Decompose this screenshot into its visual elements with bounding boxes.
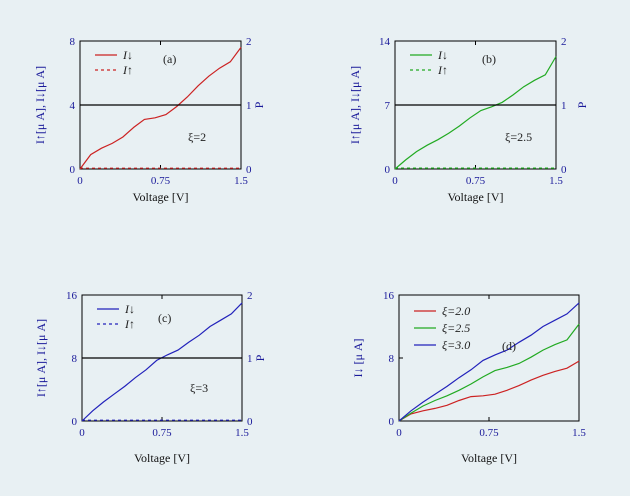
panel-label: (c): [158, 311, 171, 325]
x-axis-label: Voltage [V]: [132, 190, 188, 204]
x-tick-label: 0.75: [479, 427, 499, 439]
series-line-3: [398, 302, 580, 422]
y2-tick-label: 1: [247, 353, 253, 365]
chart-panel-4: 0 0.75 1.5 0 8 16 Voltage [V] I↓ [μ A] ξ=2.0 ξ=2.…: [351, 290, 586, 465]
panel-label: (d): [502, 339, 516, 353]
x-tick-label: 1.5: [549, 175, 563, 187]
x-tick-label: 1.5: [235, 427, 249, 439]
y-axis-label: I↑[μ A], I↓[μ A]: [34, 319, 48, 397]
legend-label: ξ=2.5: [442, 321, 470, 335]
x-tick-label: 0: [79, 427, 85, 439]
y-tick-label: 0: [70, 164, 76, 176]
legend-label: I↑: [122, 63, 133, 77]
legend-label: I↑: [437, 63, 448, 77]
y2-tick-label: 0: [561, 164, 567, 176]
panel-label: (b): [482, 52, 496, 66]
y-tick-label: 8: [72, 353, 78, 365]
x-axis-label: Voltage [V]: [447, 190, 503, 204]
y-tick-label: 8: [70, 36, 76, 48]
x-tick-label: 0.75: [466, 175, 486, 187]
y2-axis-label: P: [252, 101, 266, 108]
y-tick-label: 16: [383, 290, 395, 302]
legend-label: I↓: [124, 302, 135, 316]
y2-tick-label: 1: [246, 100, 252, 112]
y-tick-label: 0: [72, 416, 78, 428]
y2-tick-label: 0: [247, 416, 253, 428]
annotation: ξ=2: [188, 130, 206, 144]
y-axis-label: I↓ [μ A]: [351, 338, 365, 377]
y-tick-label: 0: [389, 416, 395, 428]
legend-label: I↓: [437, 48, 448, 62]
panel-label: (a): [163, 52, 176, 66]
series-line-1: [398, 360, 580, 422]
y-tick-label: 0: [385, 164, 391, 176]
y-axis-label: I↑[μ A], I↓[μ A]: [348, 66, 362, 144]
y-tick-label: 7: [385, 100, 391, 112]
x-tick-label: 1.5: [572, 427, 586, 439]
legend-label: I↓: [122, 48, 133, 62]
x-axis-label: Voltage [V]: [134, 451, 190, 465]
legend-label: ξ=3.0: [442, 338, 470, 352]
series-line-1: [394, 56, 557, 170]
x-tick-label: 0: [392, 175, 398, 187]
x-axis-label: Voltage [V]: [461, 451, 517, 465]
y-tick-label: 14: [379, 36, 391, 48]
y2-tick-label: 2: [246, 36, 252, 48]
x-tick-label: 0: [396, 427, 402, 439]
y2-tick-label: 1: [561, 100, 567, 112]
x-tick-label: 0.75: [152, 427, 172, 439]
y2-tick-label: 2: [247, 290, 253, 302]
annotation: ξ=3: [190, 381, 208, 395]
legend-label: I↑: [124, 317, 135, 331]
y2-tick-label: 2: [561, 36, 567, 48]
legend-label: ξ=2.0: [442, 304, 470, 318]
x-tick-label: 1.5: [234, 175, 248, 187]
y2-tick-label: 0: [246, 164, 252, 176]
y-tick-label: 8: [389, 353, 395, 365]
y-tick-label: 4: [70, 100, 76, 112]
series-line-1: [79, 47, 242, 170]
x-tick-label: 0.75: [151, 175, 171, 187]
series-line-2: [398, 323, 580, 422]
x-tick-label: 0: [77, 175, 83, 187]
y-tick-label: 16: [66, 290, 78, 302]
y2-axis-label: P: [253, 354, 267, 361]
y-axis-label: I↑[μ A], I↓[μ A]: [33, 66, 47, 144]
y2-axis-label: P: [575, 101, 589, 108]
annotation: ξ=2.5: [505, 130, 532, 144]
